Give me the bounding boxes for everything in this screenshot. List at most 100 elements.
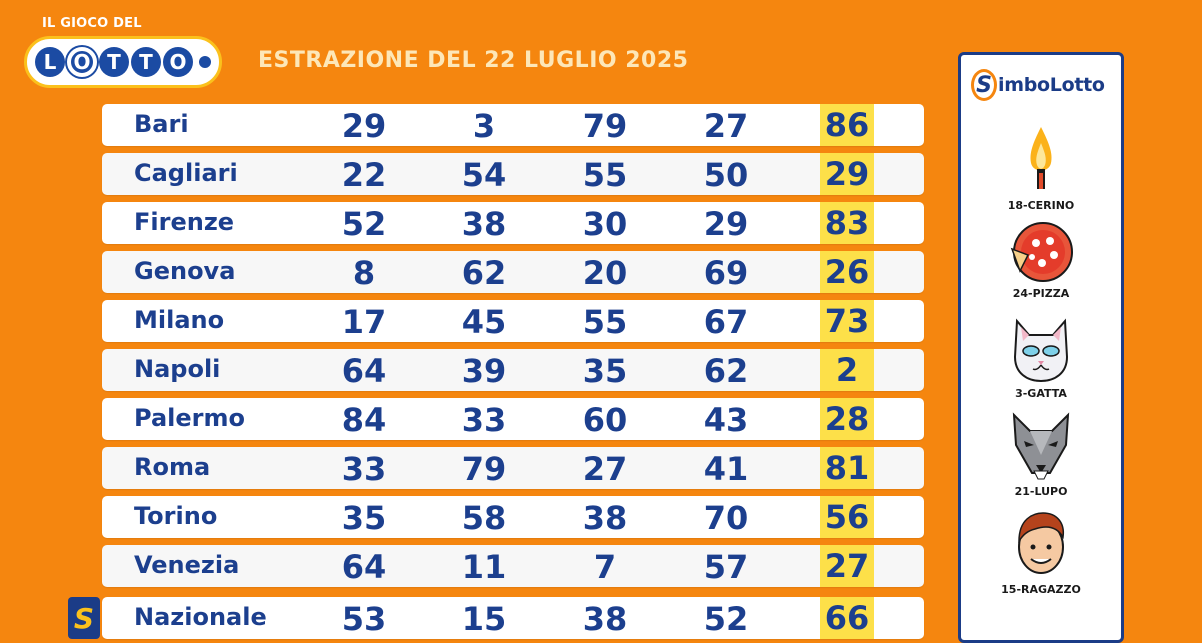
- drawn-number: 45: [461, 303, 507, 341]
- drawn-number: 52: [341, 205, 387, 243]
- symbol-label: 21-LUPO: [1014, 485, 1068, 498]
- logo-letter: O: [67, 47, 97, 77]
- wolf-icon: [1012, 412, 1070, 480]
- cat-icon: [1013, 318, 1069, 383]
- drawn-number: 3: [472, 107, 496, 145]
- drawn-number: 29: [703, 205, 749, 243]
- drawn-number: 84: [341, 401, 387, 439]
- highlighted-number: 26: [820, 251, 874, 293]
- drawn-number: 60: [582, 401, 628, 439]
- logo-dot: [199, 56, 211, 68]
- symbol-item: 3-GATTA: [961, 317, 1121, 400]
- table-row: Torino 35 58 38 70 56: [102, 496, 924, 538]
- drawn-number: 67: [703, 303, 749, 341]
- city-name: Bari: [134, 110, 189, 138]
- drawn-number: 62: [703, 352, 749, 390]
- drawn-number: 64: [341, 548, 387, 586]
- city-name: Venezia: [134, 551, 240, 579]
- drawn-number: 33: [461, 401, 507, 439]
- symbol-item: 15-RAGAZZO: [961, 509, 1121, 596]
- table-row: Bari 29 3 79 27 86: [102, 104, 924, 146]
- city-name: Torino: [134, 502, 218, 530]
- symbol-label: 24-PIZZA: [1012, 287, 1070, 300]
- drawn-number: 58: [461, 499, 507, 537]
- highlighted-number: 27: [820, 545, 874, 587]
- table-row: Cagliari 22 54 55 50 29: [102, 153, 924, 195]
- logo-letter: O: [163, 47, 193, 77]
- badge-letter: S: [73, 601, 95, 635]
- logo-letter: L: [35, 47, 65, 77]
- symbol-label: 15-RAGAZZO: [1001, 583, 1081, 596]
- drawn-number: 35: [582, 352, 628, 390]
- drawn-number: 54: [461, 156, 507, 194]
- table-row: Venezia 64 11 7 57 27: [102, 545, 924, 587]
- city-name: Milano: [134, 306, 225, 334]
- drawn-number: 79: [461, 450, 507, 488]
- highlighted-number: 2: [820, 349, 874, 391]
- highlighted-number: 29: [820, 153, 874, 195]
- city-name: Nazionale: [134, 603, 267, 631]
- drawn-number: 20: [582, 254, 628, 292]
- symbol-item: 21-LUPO: [961, 411, 1121, 498]
- pizza-icon: [1010, 222, 1073, 282]
- symbol-item: 24-PIZZA: [961, 219, 1121, 300]
- lotto-logo: IL GIOCO DEL L O T T O: [22, 14, 226, 94]
- drawn-number: 55: [582, 303, 628, 341]
- symbol-label: 18-CERINO: [1007, 199, 1075, 212]
- drawn-number: 38: [582, 499, 628, 537]
- highlighted-number: 86: [820, 104, 874, 146]
- city-name: Roma: [134, 453, 211, 481]
- logo-top-text: IL GIOCO DEL: [42, 16, 142, 31]
- symbol-item: 18-CERINO: [961, 123, 1121, 212]
- drawn-number: 39: [461, 352, 507, 390]
- highlighted-number: 28: [820, 398, 874, 440]
- highlighted-number: 81: [820, 447, 874, 489]
- highlighted-number: 83: [820, 202, 874, 244]
- drawn-number: 64: [341, 352, 387, 390]
- highlighted-number: 56: [820, 496, 874, 538]
- page-title: ESTRAZIONE DEL 22 LUGLIO 2025: [258, 48, 689, 73]
- logo-pill: L O T T O: [24, 36, 222, 88]
- table-row: Napoli 64 39 35 62 2: [102, 349, 924, 391]
- simbolotto-badge-icon: S: [68, 597, 100, 639]
- match-icon: [1030, 127, 1052, 189]
- table-row: Milano 17 45 55 67 73: [102, 300, 924, 342]
- drawn-number: 69: [703, 254, 749, 292]
- drawn-number: 33: [341, 450, 387, 488]
- drawn-number: 52: [703, 600, 749, 638]
- drawn-number: 27: [582, 450, 628, 488]
- highlighted-number: 73: [820, 300, 874, 342]
- table-row: Roma 33 79 27 41 81: [102, 447, 924, 489]
- drawn-number: 11: [461, 548, 507, 586]
- drawn-number: 29: [341, 107, 387, 145]
- drawn-number: 38: [582, 600, 628, 638]
- drawn-number: 43: [703, 401, 749, 439]
- boy-icon: [1018, 512, 1065, 574]
- drawn-number: 70: [703, 499, 749, 537]
- drawn-number: 27: [703, 107, 749, 145]
- city-name: Napoli: [134, 355, 221, 383]
- drawn-number: 55: [582, 156, 628, 194]
- city-name: Cagliari: [134, 159, 238, 187]
- table-row: Genova 8 62 20 69 26: [102, 251, 924, 293]
- symbol-label: 3-GATTA: [1015, 387, 1067, 400]
- simbolotto-s-icon: S: [971, 69, 997, 101]
- highlighted-number: 66: [820, 597, 874, 639]
- drawn-number: 17: [341, 303, 387, 341]
- simbolotto-panel: S imboLotto 18-CERINO 24-PIZZA: [958, 52, 1124, 643]
- drawn-number: 57: [703, 548, 749, 586]
- table-row: Firenze 52 38 30 29 83: [102, 202, 924, 244]
- city-name: Palermo: [134, 404, 245, 432]
- simbolotto-title: S imboLotto: [971, 69, 1105, 101]
- drawn-number: 7: [593, 548, 617, 586]
- logo-letter: T: [131, 47, 161, 77]
- drawn-number: 15: [461, 600, 507, 638]
- drawn-number: 53: [341, 600, 387, 638]
- drawn-number: 62: [461, 254, 507, 292]
- city-name: Genova: [134, 257, 236, 285]
- logo-letter: T: [99, 47, 129, 77]
- table-row-nazionale: Nazionale 53 15 38 52 66: [102, 597, 924, 639]
- simbolotto-title-text: imboLotto: [998, 74, 1105, 96]
- drawn-number: 50: [703, 156, 749, 194]
- drawn-number: 35: [341, 499, 387, 537]
